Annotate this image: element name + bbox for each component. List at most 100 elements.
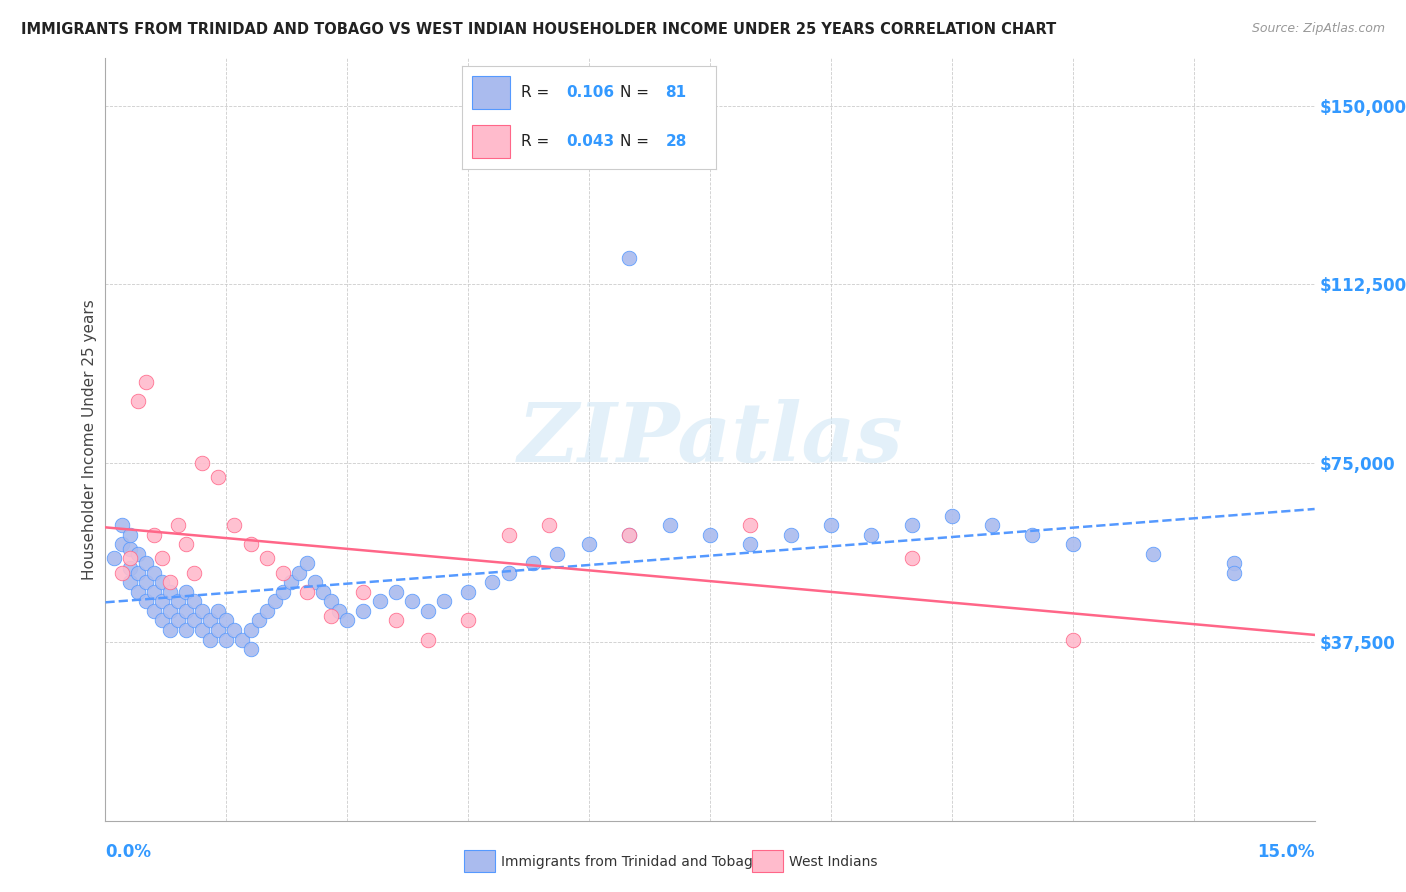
Point: [900, 551, 922, 566]
Point: [1021, 527, 1043, 541]
Point: [247, 614, 270, 628]
Point: [183, 594, 205, 608]
Point: [416, 632, 439, 647]
Point: [110, 566, 132, 580]
Point: [457, 585, 479, 599]
Point: [860, 527, 883, 541]
Point: [142, 566, 165, 580]
Point: [263, 594, 285, 608]
Point: [159, 604, 181, 618]
Point: [118, 541, 141, 556]
Point: [239, 642, 262, 657]
Point: [231, 632, 253, 647]
Point: [142, 527, 165, 541]
Point: [1223, 566, 1246, 580]
Point: [159, 575, 181, 590]
Point: [699, 527, 721, 541]
Point: [271, 585, 294, 599]
Point: [127, 394, 149, 409]
Point: [135, 375, 157, 389]
Point: [578, 537, 600, 551]
Y-axis label: Householder Income Under 25 years: Householder Income Under 25 years: [82, 299, 97, 580]
Point: [135, 556, 157, 570]
Point: [619, 527, 641, 541]
Point: [546, 547, 568, 561]
Point: [457, 614, 479, 628]
Point: [619, 527, 641, 541]
Point: [150, 575, 173, 590]
Point: [522, 556, 544, 570]
Point: [295, 556, 318, 570]
Point: [191, 623, 214, 637]
Point: [150, 594, 173, 608]
Point: [416, 604, 439, 618]
Point: [159, 623, 181, 637]
Point: [174, 585, 197, 599]
Point: [740, 518, 762, 533]
Point: [384, 585, 406, 599]
Point: [1062, 537, 1084, 551]
Text: 0.0%: 0.0%: [105, 843, 152, 861]
Point: [304, 575, 326, 590]
Point: [142, 604, 165, 618]
Point: [900, 518, 922, 533]
Point: [135, 594, 157, 608]
Point: [658, 518, 681, 533]
Point: [368, 594, 391, 608]
Point: [191, 456, 214, 470]
Point: [256, 604, 278, 618]
Point: [779, 527, 801, 541]
Point: [280, 575, 302, 590]
Point: [537, 518, 560, 533]
Point: [941, 508, 963, 523]
Point: [433, 594, 456, 608]
Point: [224, 518, 246, 533]
Point: [215, 632, 238, 647]
Point: [1223, 556, 1246, 570]
Point: [118, 551, 141, 566]
Text: West Indians: West Indians: [789, 855, 877, 869]
Point: [295, 585, 318, 599]
Point: [191, 604, 214, 618]
Point: [498, 527, 520, 541]
Point: [312, 585, 335, 599]
Point: [200, 614, 222, 628]
Text: IMMIGRANTS FROM TRINIDAD AND TOBAGO VS WEST INDIAN HOUSEHOLDER INCOME UNDER 25 Y: IMMIGRANTS FROM TRINIDAD AND TOBAGO VS W…: [21, 22, 1056, 37]
Point: [321, 608, 343, 623]
Text: 15.0%: 15.0%: [1257, 843, 1315, 861]
Point: [183, 614, 205, 628]
Point: [224, 623, 246, 637]
Point: [328, 604, 350, 618]
Point: [321, 594, 343, 608]
Point: [110, 537, 132, 551]
Point: [174, 537, 197, 551]
Point: [271, 566, 294, 580]
Point: [103, 551, 125, 566]
Point: [110, 518, 132, 533]
Point: [740, 537, 762, 551]
Point: [167, 518, 190, 533]
Point: [239, 537, 262, 551]
Point: [256, 551, 278, 566]
Text: Source: ZipAtlas.com: Source: ZipAtlas.com: [1251, 22, 1385, 36]
Text: ZIPatlas: ZIPatlas: [517, 400, 903, 479]
Point: [481, 575, 503, 590]
Text: Immigrants from Trinidad and Tobago: Immigrants from Trinidad and Tobago: [501, 855, 761, 869]
Point: [167, 594, 190, 608]
Point: [150, 614, 173, 628]
Point: [207, 604, 229, 618]
Point: [174, 604, 197, 618]
Point: [200, 632, 222, 647]
Point: [820, 518, 842, 533]
Point: [352, 604, 374, 618]
Point: [981, 518, 1004, 533]
Point: [352, 585, 374, 599]
Point: [619, 251, 641, 265]
Point: [135, 575, 157, 590]
Point: [159, 585, 181, 599]
Point: [384, 614, 406, 628]
Point: [167, 614, 190, 628]
Point: [118, 527, 141, 541]
Point: [174, 623, 197, 637]
Point: [336, 614, 359, 628]
